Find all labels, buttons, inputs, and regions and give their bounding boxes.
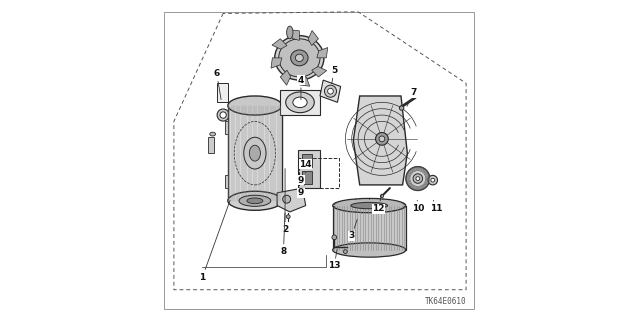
Ellipse shape [333, 243, 406, 257]
Text: 8: 8 [280, 213, 287, 256]
Text: 13: 13 [328, 249, 340, 271]
Polygon shape [225, 175, 228, 188]
Text: 5: 5 [331, 66, 337, 84]
Ellipse shape [333, 198, 406, 213]
Text: 1: 1 [199, 200, 230, 281]
Ellipse shape [228, 191, 282, 210]
Ellipse shape [250, 145, 260, 161]
Ellipse shape [416, 177, 420, 181]
Ellipse shape [286, 215, 290, 219]
Ellipse shape [296, 54, 303, 62]
Ellipse shape [351, 202, 388, 209]
Text: 4: 4 [298, 76, 304, 100]
Text: TK64E0610: TK64E0610 [424, 297, 466, 306]
Polygon shape [308, 31, 319, 46]
Ellipse shape [247, 198, 263, 204]
Text: 12: 12 [372, 194, 385, 213]
Ellipse shape [413, 174, 422, 183]
Polygon shape [300, 75, 310, 86]
Ellipse shape [293, 97, 307, 108]
Ellipse shape [275, 36, 324, 80]
Ellipse shape [332, 235, 337, 240]
Text: 3: 3 [349, 219, 357, 240]
Polygon shape [280, 70, 291, 85]
Polygon shape [298, 150, 320, 188]
Text: 14: 14 [300, 160, 312, 169]
Text: 10: 10 [412, 200, 425, 213]
Text: 6: 6 [214, 69, 221, 100]
Ellipse shape [287, 26, 293, 39]
Ellipse shape [428, 175, 438, 185]
Polygon shape [280, 90, 320, 115]
Polygon shape [277, 188, 306, 212]
Polygon shape [271, 58, 282, 68]
Ellipse shape [431, 178, 435, 182]
Ellipse shape [285, 92, 314, 113]
Ellipse shape [278, 39, 320, 77]
Polygon shape [225, 122, 228, 134]
Text: 9: 9 [298, 172, 306, 185]
Polygon shape [301, 171, 312, 184]
Ellipse shape [344, 250, 348, 254]
Text: 9: 9 [298, 184, 305, 197]
Text: 2: 2 [282, 169, 288, 234]
Ellipse shape [399, 106, 404, 110]
Polygon shape [353, 96, 407, 185]
Polygon shape [301, 154, 312, 167]
Ellipse shape [244, 137, 266, 169]
Polygon shape [317, 48, 328, 58]
Ellipse shape [217, 109, 229, 121]
Ellipse shape [324, 85, 337, 97]
Polygon shape [312, 67, 326, 77]
Ellipse shape [220, 112, 227, 118]
Polygon shape [228, 106, 282, 201]
Ellipse shape [283, 195, 291, 203]
Ellipse shape [239, 195, 271, 206]
Polygon shape [208, 137, 214, 153]
Polygon shape [272, 39, 287, 49]
Polygon shape [333, 205, 406, 250]
Ellipse shape [406, 167, 429, 190]
Text: 7: 7 [407, 88, 417, 106]
Ellipse shape [376, 132, 388, 145]
Ellipse shape [380, 195, 383, 197]
Polygon shape [289, 30, 300, 41]
Ellipse shape [328, 88, 333, 94]
Polygon shape [320, 80, 340, 102]
Ellipse shape [379, 136, 385, 142]
Ellipse shape [291, 50, 308, 66]
Text: 11: 11 [429, 200, 442, 213]
Ellipse shape [210, 132, 216, 136]
Polygon shape [217, 83, 228, 102]
Ellipse shape [228, 96, 282, 115]
